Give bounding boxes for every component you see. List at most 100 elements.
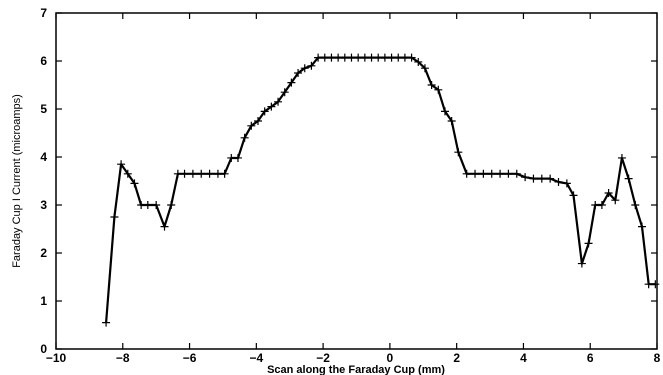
data-point-marker — [604, 189, 613, 197]
x-tick-label: −8 — [116, 351, 130, 365]
data-point-marker — [584, 239, 593, 248]
x-tick-label: 0 — [387, 351, 394, 365]
x-axis-label: Scan along the Faraday Cup (mm) — [267, 364, 445, 375]
y-tick-label: 6 — [40, 54, 47, 68]
data-point-marker — [160, 222, 169, 231]
data-point-marker — [434, 85, 443, 94]
plot-frame — [55, 12, 658, 350]
data-point-marker — [220, 169, 229, 178]
data-point-marker — [152, 201, 161, 209]
data-point-marker — [117, 160, 126, 169]
data-point-marker — [591, 201, 600, 209]
data-point-marker — [205, 169, 214, 178]
y-axis-ticks: 0 1 2 3 4 5 6 7 — [40, 6, 657, 356]
data-point-marker — [188, 169, 197, 178]
data-point-marker — [394, 53, 403, 62]
data-point-marker — [597, 201, 606, 209]
data-point-marker — [644, 280, 653, 289]
data-point-marker — [407, 53, 416, 62]
series-line — [105, 56, 656, 323]
data-point-marker — [123, 169, 132, 178]
data-point-marker — [300, 64, 309, 73]
data-point-marker — [247, 121, 256, 130]
data-point-marker — [110, 213, 119, 221]
x-axis-ticks: −10 −8 −6 −4 −2 0 2 4 6 8 — [46, 13, 661, 365]
data-point-marker — [479, 169, 488, 178]
data-point-marker — [380, 53, 389, 62]
data-point-marker — [447, 117, 456, 125]
data-point-marker — [546, 174, 555, 183]
data-point-marker — [314, 53, 323, 62]
data-point-marker — [240, 133, 249, 142]
data-point-marker — [307, 61, 316, 70]
data-point-marker — [462, 169, 471, 178]
data-point-marker — [504, 169, 513, 178]
x-tick-label: −10 — [46, 351, 67, 365]
data-point-marker — [347, 53, 356, 62]
data-point-marker — [400, 53, 409, 62]
data-point-marker — [280, 88, 289, 97]
y-tick-label: 2 — [40, 246, 47, 260]
data-point-marker — [130, 179, 139, 188]
data-point-marker — [496, 169, 505, 178]
data-point-marker — [167, 201, 176, 209]
y-tick-label: 1 — [40, 294, 47, 308]
data-point-marker — [367, 53, 376, 62]
y-tick-label: 7 — [40, 6, 47, 20]
x-tick-label: 4 — [520, 351, 527, 365]
data-point-marker — [471, 169, 480, 178]
x-tick-label: −6 — [183, 351, 197, 365]
data-point-marker — [354, 53, 363, 62]
data-point-marker — [529, 174, 538, 183]
data-point-marker — [260, 107, 269, 116]
series-markers — [102, 53, 660, 327]
data-point-marker — [611, 196, 620, 205]
data-point-marker — [454, 148, 463, 157]
data-point-marker — [294, 69, 303, 77]
data-point-marker — [577, 259, 586, 268]
data-point-marker — [374, 53, 383, 62]
y-tick-label: 5 — [40, 102, 47, 116]
x-tick-label: 8 — [654, 351, 661, 365]
data-point-marker — [631, 201, 640, 209]
data-point-marker — [227, 153, 236, 162]
data-point-marker — [487, 169, 496, 178]
data-point-marker — [624, 174, 633, 183]
y-tick-label: 4 — [40, 150, 47, 164]
data-point-marker — [512, 169, 521, 178]
data-point-marker — [427, 81, 436, 89]
x-tick-label: 2 — [453, 351, 460, 365]
data-point-marker — [569, 191, 578, 200]
data-point-marker — [340, 53, 349, 62]
data-point-marker — [287, 78, 296, 87]
data-point-marker — [360, 53, 369, 62]
data-point-marker — [233, 153, 242, 162]
data-point-marker — [537, 174, 546, 183]
y-tick-label: 3 — [40, 198, 47, 212]
data-point-marker — [420, 64, 429, 73]
data-point-marker — [651, 280, 660, 289]
data-point-marker — [173, 169, 182, 178]
data-point-marker — [180, 169, 189, 178]
data-point-marker — [554, 177, 563, 186]
x-tick-label: −4 — [249, 351, 263, 365]
x-tick-label: −2 — [316, 351, 330, 365]
data-point-marker — [637, 222, 646, 231]
x-tick-label: 6 — [587, 351, 594, 365]
data-point-marker — [414, 57, 423, 66]
y-tick-label: 0 — [40, 342, 47, 356]
data-point-marker — [387, 53, 396, 62]
data-point-marker — [143, 201, 152, 209]
data-point-marker — [102, 318, 111, 327]
data-point-marker — [521, 173, 530, 182]
y-axis-label: Faraday Cup I Current (microamps) — [11, 94, 23, 268]
data-point-marker — [254, 117, 263, 125]
data-point-marker — [267, 102, 276, 111]
data-point-marker — [440, 107, 449, 116]
data-point-marker — [213, 169, 222, 178]
data-point-marker — [334, 53, 343, 62]
data-point-marker — [197, 169, 206, 178]
data-point-marker — [617, 153, 626, 162]
data-point-marker — [137, 201, 146, 209]
